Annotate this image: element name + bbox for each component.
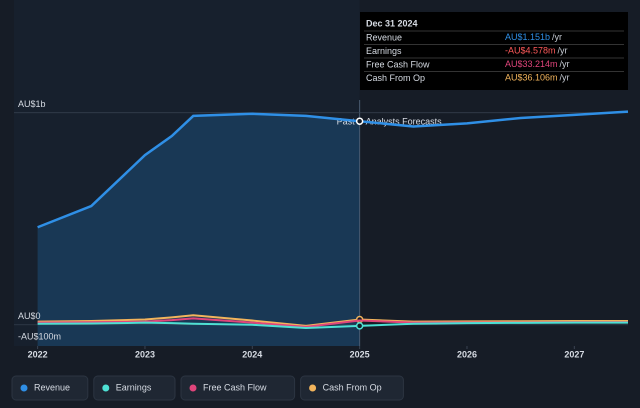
legend-label: Cash From Op <box>323 382 382 392</box>
legend-swatch <box>102 384 110 392</box>
past-area <box>37 113 360 346</box>
legend-swatch <box>189 384 197 392</box>
legend-label: Earnings <box>116 382 152 392</box>
forecast-label: Analysts Forecasts <box>366 116 443 126</box>
legend-button[interactable] <box>180 375 296 401</box>
legend-item[interactable]: Free Cash Flow <box>180 375 296 401</box>
y-tick-label: AU$1b <box>18 99 46 109</box>
unit: /yr <box>552 32 562 42</box>
legend-item[interactable]: Earnings <box>93 375 176 401</box>
tooltip-value: AU$1.151b/yr <box>505 32 562 42</box>
series-line <box>37 321 628 329</box>
legend-item[interactable]: Revenue <box>11 375 89 401</box>
tooltip-label: Revenue <box>366 32 402 42</box>
x-tick-label: 2023 <box>135 349 155 359</box>
legend-swatch <box>20 384 28 392</box>
tooltip-value: AU$36.106m/yr <box>505 73 570 83</box>
legend-button[interactable] <box>300 375 404 401</box>
value: AU$1.151b <box>505 32 550 42</box>
tooltip-box <box>360 12 628 90</box>
value: AU$36.106m <box>505 73 558 83</box>
tooltip-value: AU$33.214m/yr <box>505 59 570 69</box>
unit: /yr <box>560 59 570 69</box>
legend-button[interactable] <box>11 375 89 401</box>
tooltip-date: Dec 31 2024 <box>366 18 418 28</box>
x-tick-label: 2025 <box>350 349 370 359</box>
series-line <box>37 110 629 229</box>
legend-button[interactable] <box>93 375 176 401</box>
legend-swatch <box>309 384 317 392</box>
unit: /yr <box>558 46 568 56</box>
legend-label: Free Cash Flow <box>203 382 267 392</box>
legend-label: Revenue <box>34 382 70 392</box>
past-region <box>14 0 360 346</box>
y-tick-label: AU$0 <box>18 311 41 321</box>
tooltip-label: Free Cash Flow <box>366 59 430 69</box>
value: -AU$4.578m <box>505 46 556 56</box>
tooltip-value: -AU$4.578m/yr <box>505 46 568 56</box>
value: AU$33.214m <box>505 59 558 69</box>
past-label: Past <box>337 116 356 126</box>
marker <box>355 322 364 330</box>
unit: /yr <box>560 73 570 83</box>
x-tick-label: 2026 <box>457 349 477 359</box>
tooltip-label: Cash From Op <box>366 73 425 83</box>
x-tick-label: 2022 <box>28 349 48 359</box>
y-tick-label: -AU$100m <box>18 331 61 341</box>
x-tick-label: 2027 <box>564 349 584 359</box>
x-tick-label: 2024 <box>242 349 262 359</box>
marker <box>355 117 364 125</box>
series-line <box>37 314 628 327</box>
legend-item[interactable]: Cash From Op <box>300 375 404 401</box>
tooltip-label: Earnings <box>366 46 402 56</box>
